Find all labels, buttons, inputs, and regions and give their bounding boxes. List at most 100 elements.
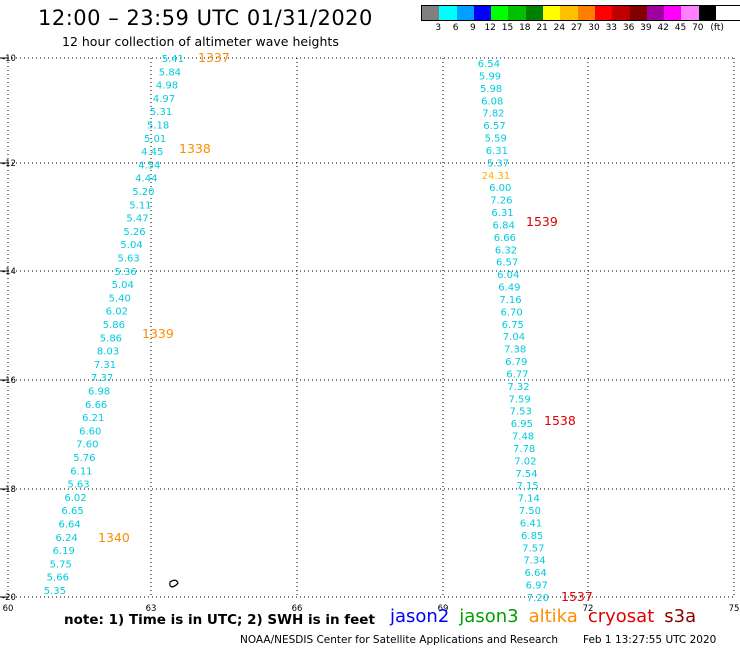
swh-value: 6.41 (520, 518, 542, 529)
swh-value: 7.57 (522, 543, 544, 554)
swh-value: 7.15 (516, 481, 538, 492)
lon-label: 60 (3, 604, 14, 614)
swh-value: 5.84 (159, 67, 181, 78)
track-1: 5.41 5.84 4.98 4.97 5.31 5.18 5.01 4.45 4.54 4.44… (44, 50, 230, 597)
swh-value: 6.64 (524, 568, 546, 579)
legend-swatch (456, 6, 474, 20)
color-legend: 3 6 9 12 15 18 21 24 27 30 33 36 39 42 45 70 (ft) (421, 5, 740, 33)
satellite-legend: jason2 jason3 altika cryosat s3a (390, 606, 706, 627)
swh-value: 7.54 (515, 469, 537, 480)
page-title: 12:00 – 23:59 UTC 01/31/2020 (38, 6, 373, 30)
swh-value: 7.82 (482, 109, 504, 120)
swh-value: 6.49 (498, 283, 520, 294)
swh-value: 6.31 (486, 146, 508, 157)
swh-value: 6.65 (61, 506, 83, 517)
swh-value: 5.18 (147, 121, 169, 132)
swh-value: 6.95 (511, 419, 533, 430)
time-label: 1338 (179, 141, 211, 156)
footer-credit: NOAA/NESDIS Center for Satellite Applica… (240, 634, 558, 646)
swh-value: 6.77 (506, 369, 528, 380)
lon-label: 69 (438, 604, 449, 614)
swh-value: 7.20 (527, 593, 549, 604)
time-label: 1539 (526, 214, 558, 229)
legend-label: 45 (674, 23, 687, 33)
swh-value: 4.97 (153, 94, 175, 105)
swh-value: 6.64 (58, 520, 80, 531)
legend-label: 12 (484, 23, 496, 33)
legend-swatch (681, 6, 699, 20)
lon-label: 63 (146, 604, 157, 614)
legend-label: 27 (570, 23, 583, 33)
island-outline (169, 579, 179, 588)
legend-swatch (422, 6, 440, 20)
swh-value: 7.16 (499, 295, 521, 306)
lon-label: 75 (729, 604, 740, 614)
lon-label: 66 (292, 604, 303, 614)
swh-value: 5.63 (67, 480, 89, 491)
swh-value: 7.53 (510, 407, 532, 418)
swh-value: 5.36 (115, 267, 137, 278)
legend-label: 39 (640, 23, 652, 33)
legend-swatch (664, 6, 682, 20)
lat-label: -20 (2, 593, 16, 603)
time-label: 1339 (142, 326, 174, 341)
swh-value: 7.60 (76, 440, 98, 451)
swh-value: 5.99 (479, 71, 501, 82)
swh-value: 5.47 (126, 214, 148, 225)
swh-value: 7.14 (518, 494, 540, 505)
satellite-jason3: jason3 (459, 606, 519, 627)
legend-labels: 3 6 9 12 15 18 21 24 27 30 33 36 39 42 45 70 (ft) (421, 21, 740, 33)
legend-swatch (543, 6, 561, 20)
legend-swatch (560, 6, 578, 20)
swh-value: 7.59 (509, 394, 531, 405)
grid-lines (0, 57, 735, 598)
swh-value: 6.98 (88, 387, 110, 398)
swh-value: 7.38 (504, 345, 526, 356)
swh-value: 6.79 (505, 357, 527, 368)
legend-swatch (525, 6, 544, 20)
swh-value: 6.02 (106, 307, 128, 318)
swh-value: 8.03 (97, 347, 119, 358)
swh-value: 5.86 (100, 333, 122, 344)
swh-value: 24.31 (482, 171, 511, 182)
legend-label: 33 (605, 23, 618, 33)
lat-label: -18 (2, 485, 16, 495)
legend-swatch (508, 6, 526, 20)
swh-value: 6.85 (521, 531, 543, 542)
swh-value: 5.41 (162, 54, 184, 65)
lat-label: -10 (2, 54, 16, 64)
track-2: 6.545.995.986.087.826.575.596.315.3724.3… (478, 59, 593, 604)
swh-value: 6.21 (82, 413, 104, 424)
swh-value: 6.04 (497, 270, 519, 281)
swh-value: 6.84 (493, 220, 515, 231)
note-line: note: 1) Time is in UTC; 2) SWH is in fe… (64, 612, 375, 628)
swh-value: 6.00 (489, 183, 511, 194)
swh-value: 6.75 (502, 320, 524, 331)
swh-value: 6.08 (481, 96, 503, 107)
swh-value: 7.37 (91, 373, 113, 384)
swh-value: 7.02 (514, 456, 536, 467)
swh-value: 5.75 (50, 559, 72, 570)
swh-value: 4.54 (138, 160, 160, 171)
legend-label: 36 (622, 23, 635, 33)
swh-value: 7.34 (523, 556, 545, 567)
swh-value: 5.04 (120, 240, 142, 251)
swh-value: 4.45 (141, 147, 163, 158)
legend-swatch (629, 6, 647, 20)
swh-value: 5.31 (150, 107, 172, 118)
legend-swatch (612, 6, 630, 20)
satellite-altika: altika (528, 606, 578, 627)
swh-value: 7.31 (94, 360, 116, 371)
swh-value: 6.02 (64, 493, 86, 504)
swh-value: 7.04 (503, 332, 525, 343)
lat-label: -12 (2, 159, 16, 169)
legend-swatch (473, 6, 492, 20)
swh-value: 4.98 (156, 81, 178, 92)
swh-value: 6.54 (478, 59, 500, 70)
legend-swatch (594, 6, 613, 20)
swh-value: 5.01 (144, 134, 166, 145)
legend-swatch (577, 6, 595, 20)
swh-value: 6.11 (70, 466, 92, 477)
